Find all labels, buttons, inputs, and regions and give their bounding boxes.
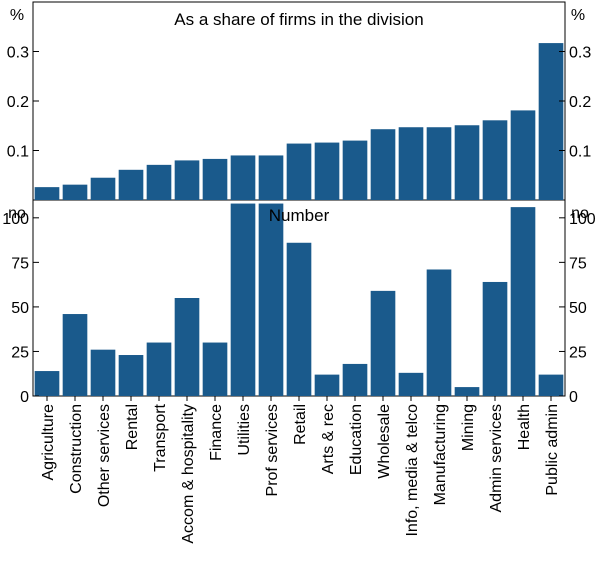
top-panel-title: As a share of firms in the division <box>174 10 423 29</box>
share-bar-12 <box>342 140 368 200</box>
share-bar-16 <box>454 125 480 200</box>
share-bar-10 <box>286 143 312 200</box>
number-bar-14 <box>398 372 424 396</box>
share-bar-19 <box>538 43 564 201</box>
left-tick-label: 50 <box>11 300 29 317</box>
x-category-label: Manufacturing <box>432 404 449 505</box>
share-bar-14 <box>398 127 424 200</box>
share-bar-18 <box>510 110 536 200</box>
number-bar-3 <box>90 349 116 396</box>
number-bar-16 <box>454 387 480 396</box>
right-tick-label: 100 <box>569 211 596 228</box>
x-category-label: Finance <box>208 404 225 461</box>
x-category-label: Accom & hospitality <box>180 404 197 544</box>
share-bar-15 <box>426 127 452 200</box>
bottom-left-unit: no <box>8 205 26 222</box>
share-bar-17 <box>482 120 508 200</box>
left-tick-label: 75 <box>11 255 29 272</box>
share-bar-3 <box>90 177 116 200</box>
right-tick-label: 75 <box>569 255 587 272</box>
x-category-label: Health <box>516 404 533 450</box>
x-category-label: Other services <box>96 404 113 507</box>
number-bar-17 <box>482 281 508 396</box>
left-tick-label: 0.1 <box>7 144 29 161</box>
x-category-label: Admin services <box>488 404 505 512</box>
x-category-label: Arts & rec <box>320 404 337 474</box>
number-bar-2 <box>62 314 88 396</box>
number-bar-9 <box>258 203 284 396</box>
left-tick-label: 0.2 <box>7 94 29 111</box>
x-category-label: Mining <box>460 404 477 451</box>
x-category-label: Public admin <box>544 404 561 496</box>
number-bar-6 <box>174 298 200 396</box>
number-bar-4 <box>118 355 144 396</box>
right-tick-label: 0 <box>569 389 578 406</box>
number-bar-12 <box>342 363 368 396</box>
x-category-label: Rental <box>124 404 141 450</box>
share-bar-2 <box>62 184 88 200</box>
left-tick-label: 0 <box>20 389 29 406</box>
bottom-panel-title: Number <box>269 206 330 225</box>
number-bar-15 <box>426 269 452 396</box>
number-bar-7 <box>202 342 228 396</box>
number-bar-8 <box>230 203 256 396</box>
right-tick-label: 50 <box>569 300 587 317</box>
x-category-label: Info, media & telco <box>404 404 421 537</box>
x-category-label: Transport <box>152 403 169 471</box>
number-bar-10 <box>286 242 312 396</box>
right-tick-label: 25 <box>569 344 587 361</box>
right-tick-label: 0.1 <box>569 144 591 161</box>
share-bar-6 <box>174 160 200 200</box>
x-category-label: Prof services <box>264 404 281 496</box>
number-bar-11 <box>314 374 340 396</box>
x-category-label: Construction <box>68 404 85 494</box>
left-tick-label: 25 <box>11 344 29 361</box>
share-bar-13 <box>370 129 396 200</box>
top-right-unit: % <box>571 7 585 24</box>
share-bar-4 <box>118 169 144 200</box>
number-bar-18 <box>510 207 536 396</box>
left-tick-label: 0.3 <box>7 45 29 62</box>
number-bar-1 <box>34 371 60 396</box>
left-tick-label: 100 <box>2 211 29 228</box>
share-bar-1 <box>34 187 60 200</box>
share-bar-8 <box>230 155 256 200</box>
share-bar-9 <box>258 155 284 200</box>
top-left-unit: % <box>10 7 24 24</box>
share-bar-11 <box>314 142 340 200</box>
x-category-label: Utilities <box>236 404 253 456</box>
x-category-label: Wholesale <box>376 404 393 479</box>
right-tick-label: 0.2 <box>569 94 591 111</box>
right-tick-label: 0.3 <box>569 45 591 62</box>
x-category-label: Agriculture <box>40 404 57 481</box>
axes-layer: 0.1 0.1 0.2 0.2 0.3 0.3 0 0 25 25 50 50 75 75 100 100 Ag… <box>2 45 596 544</box>
x-category-label: Retail <box>292 404 309 445</box>
share-bar-7 <box>202 158 228 200</box>
x-category-label: Education <box>348 404 365 475</box>
bars-layer <box>34 43 564 396</box>
number-bar-19 <box>538 374 564 396</box>
share-bar-5 <box>146 164 172 200</box>
number-bar-5 <box>146 342 172 396</box>
bottom-right-unit: no <box>571 205 589 222</box>
number-bar-13 <box>370 290 396 396</box>
